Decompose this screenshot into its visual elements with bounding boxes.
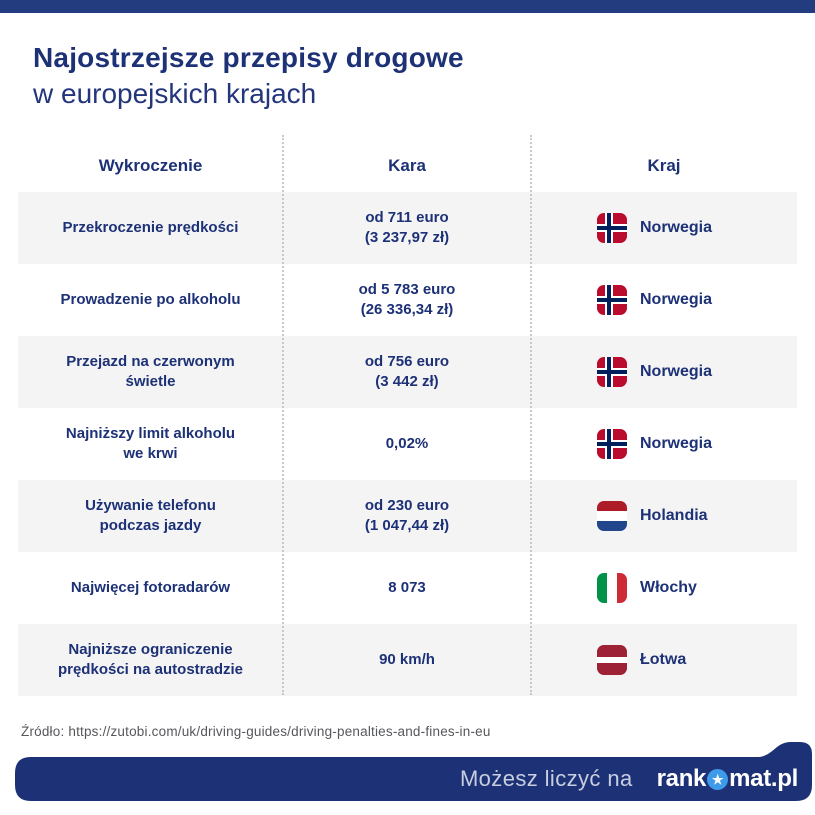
norway-flag-icon — [597, 213, 627, 243]
country-label: Holandia — [640, 507, 708, 524]
country-cell: Łotwa — [597, 645, 686, 675]
country-cell: Norwegia — [597, 285, 712, 315]
penalty-cell: od 5 783 euro (26 336,34 zł) — [358, 281, 456, 318]
table-row: Najniższe ograniczenie prędkości na auto… — [18, 624, 797, 696]
table-row: Najwięcej fotoradarów 8 073 Włochy — [18, 552, 797, 624]
top-accent-bar — [0, 0, 815, 13]
penalty-cell: od 711 euro (3 237,97 zł) — [364, 209, 450, 246]
table-row: Najniższy limit alkoholu we krwi 0,02% N… — [18, 408, 797, 480]
footer-shape — [15, 742, 812, 801]
country-label: Norwegia — [640, 435, 713, 452]
column-header-country: Kraj — [647, 156, 681, 175]
country-label: Norwegia — [640, 219, 713, 236]
latvia-flag-icon — [597, 645, 627, 675]
country-label: Włochy — [640, 579, 697, 596]
logo-text-prefix: rank — [656, 765, 707, 792]
column-header-penalty: Kara — [388, 156, 426, 175]
country-cell: Norwegia — [597, 429, 712, 459]
table-row: Przekroczenie prędkości od 711 euro (3 2… — [18, 192, 797, 264]
penalty-cell: 90 km/h — [379, 651, 435, 668]
page-subtitle: w europejskich krajach — [33, 78, 317, 109]
table-header-row: Wykroczenie Kara Kraj — [18, 140, 797, 192]
logo-text-suffix: mat.pl — [729, 765, 798, 792]
column-header-offense: Wykroczenie — [98, 156, 203, 175]
footer-content: Możesz liczyć na rank ★ mat.pl — [15, 757, 812, 801]
offense-cell: Najwięcej fotoradarów — [70, 579, 231, 596]
penalty-cell: 0,02% — [385, 435, 429, 452]
country-cell: Norwegia — [597, 357, 712, 387]
offense-cell: Przekroczenie prędkości — [62, 219, 239, 236]
netherlands-flag-icon — [597, 501, 627, 531]
norway-flag-icon — [597, 357, 627, 387]
column-divider — [282, 135, 284, 695]
page-title: Najostrzejsze przepisy drogowe — [33, 42, 464, 73]
source-note: Źródło: https://zutobi.com/uk/driving-gu… — [21, 724, 491, 739]
table-row: Używanie telefonu podczas jazdy od 230 e… — [18, 480, 797, 552]
table-row: Przejazd na czerwonym świetle od 756 eur… — [18, 336, 797, 408]
footer-bar: Możesz liczyć na rank ★ mat.pl — [15, 742, 812, 801]
penalty-cell: od 756 euro (3 442 zł) — [364, 353, 450, 390]
rankomat-logo: rank ★ mat.pl — [656, 765, 799, 793]
country-label: Norwegia — [640, 363, 713, 380]
column-divider — [530, 135, 532, 695]
norway-flag-icon — [597, 429, 627, 459]
country-cell: Norwegia — [597, 213, 712, 243]
offense-cell: Używanie telefonu podczas jazdy — [85, 497, 216, 534]
offense-cell: Przejazd na czerwonym świetle — [66, 353, 235, 390]
country-cell: Włochy — [597, 573, 697, 603]
norway-flag-icon — [597, 285, 627, 315]
offense-cell: Najniższe ograniczenie prędkości na auto… — [57, 641, 244, 678]
offense-cell: Prowadzenie po alkoholu — [60, 291, 241, 308]
penalty-cell: 8 073 — [388, 579, 426, 596]
penalty-cell: od 230 euro (1 047,44 zł) — [364, 497, 450, 534]
country-cell: Holandia — [597, 501, 708, 531]
offense-cell: Najniższy limit alkoholu we krwi — [65, 425, 236, 462]
title-block: Najostrzejsze przepisy drogowe w europej… — [33, 40, 464, 112]
penalties-table: Wykroczenie Kara Kraj Przekroczenie pręd… — [18, 135, 797, 696]
country-label: Łotwa — [640, 651, 687, 668]
footer-tagline: Możesz liczyć na — [459, 766, 633, 791]
table-row: Prowadzenie po alkoholu od 5 783 euro (2… — [18, 264, 797, 336]
italy-flag-icon — [597, 573, 627, 603]
country-label: Norwegia — [640, 291, 713, 308]
star-icon: ★ — [707, 768, 729, 790]
